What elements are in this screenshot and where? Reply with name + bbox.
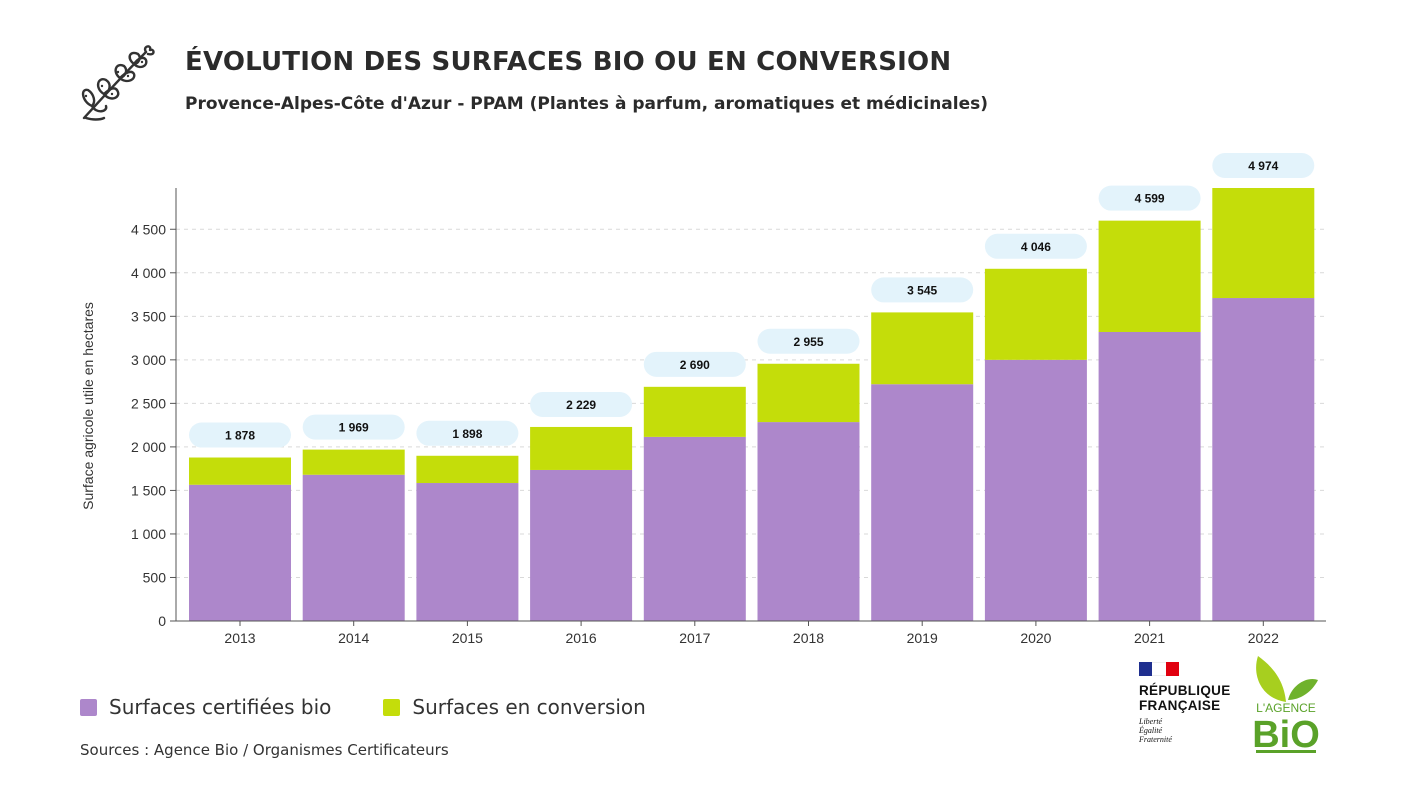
bar-certified: [757, 422, 860, 621]
bar-conversion: [871, 312, 974, 385]
bar-certified: [1212, 298, 1315, 621]
bar-conversion: [643, 386, 746, 437]
bar-certified: [530, 469, 633, 621]
x-tick-label: 2016: [566, 630, 597, 646]
legend-swatch-certified: [80, 698, 97, 716]
leaf-right-icon: [1288, 678, 1318, 700]
bar-conversion: [757, 363, 860, 423]
total-label: 2 955: [793, 335, 823, 349]
legend: Surfaces certifiées bio Surfaces en conv…: [80, 695, 698, 719]
legend-label-certified: Surfaces certifiées bio: [109, 695, 332, 719]
republique-francaise-logo: RÉPUBLIQUE FRANÇAISE Liberté Égalité Fra…: [1139, 662, 1249, 752]
bar-certified: [416, 483, 519, 621]
total-label: 1 969: [339, 421, 369, 435]
x-tick-label: 2018: [793, 630, 824, 646]
y-tick-label: 2 500: [131, 395, 166, 411]
bar-conversion: [416, 455, 519, 484]
y-tick-label: 4 000: [131, 265, 166, 281]
agence-bio-line2: BiO: [1252, 714, 1320, 756]
y-tick-label: 2 000: [131, 439, 166, 455]
source-note: Sources : Agence Bio / Organismes Certif…: [80, 741, 449, 759]
total-label-pill: [530, 391, 633, 417]
y-tick-label: 3 500: [131, 308, 166, 324]
total-label: 2 690: [680, 358, 710, 372]
total-label-pill: [1098, 185, 1201, 211]
total-label-pill: [871, 277, 974, 303]
agence-bio-logo: L'AGENCE BiO: [1250, 652, 1322, 760]
legend-label-conversion: Surfaces en conversion: [412, 695, 646, 719]
x-tick-label: 2020: [1020, 630, 1051, 646]
legend-swatch-conversion: [383, 698, 401, 716]
bar-conversion: [302, 449, 405, 475]
bar-conversion: [1098, 220, 1201, 332]
legend-item-certified: Surfaces certifiées bio: [80, 695, 331, 719]
y-tick-label: 1 500: [131, 482, 166, 498]
bar-certified: [643, 436, 746, 621]
y-tick-label: 1 000: [131, 526, 166, 542]
total-label: 4 046: [1021, 240, 1051, 254]
bar-conversion: [1212, 188, 1315, 299]
x-tick-label: 2021: [1134, 630, 1165, 646]
bar-conversion: [530, 426, 633, 470]
total-label: 2 229: [566, 398, 596, 412]
total-label-pill: [302, 414, 405, 440]
y-tick-label: 4 500: [131, 221, 166, 237]
total-label: 3 545: [907, 283, 937, 297]
leaf-left-icon: [1256, 656, 1286, 702]
x-tick-label: 2014: [338, 630, 369, 646]
republique-name: RÉPUBLIQUE FRANÇAISE: [1139, 683, 1231, 713]
chart-subtitle: Provence-Alpes-Côte d'Azur - PPAM (Plant…: [185, 94, 989, 114]
legend-item-conversion: Surfaces en conversion: [383, 695, 646, 719]
x-tick-label: 2022: [1248, 630, 1279, 646]
bar-certified: [302, 474, 405, 621]
stacked-bar-chart: 0 500 1 000 1 500 2 000 2 500 3 000 3 500 4 000 4…: [80, 153, 1326, 646]
republique-motto: Liberté Égalité Fraternité: [1139, 717, 1172, 744]
y-tick-label: 500: [143, 569, 167, 585]
bar-conversion: [189, 457, 291, 485]
chart-title: ÉVOLUTION DES SURFACES BIO OU EN CONVERS…: [185, 47, 952, 77]
total-label-pill: [757, 328, 860, 354]
x-tick-label: 2017: [679, 630, 710, 646]
total-label-pill: [189, 422, 291, 448]
y-tick-label: 3 000: [131, 352, 166, 368]
herb-sprig-icon: [74, 44, 156, 128]
total-label-pill: [416, 420, 519, 446]
x-tick-label: 2015: [452, 630, 483, 646]
bar-certified: [1098, 331, 1201, 621]
x-tick-label: 2019: [907, 630, 938, 646]
total-label: 1 898: [452, 427, 482, 441]
bar-certified: [871, 384, 974, 621]
total-labels: 1 878 1 969 1 898 2 229 2 690 2 955 3 545 4 046…: [189, 153, 1315, 448]
total-label: 4 974: [1248, 159, 1278, 173]
total-label: 1 878: [225, 429, 255, 443]
bar-certified: [984, 359, 1087, 621]
bar-conversion: [984, 268, 1087, 360]
y-tick-label: 0: [158, 613, 166, 629]
x-tick-label: 2013: [224, 630, 255, 646]
bars: [189, 188, 1315, 621]
agence-bio-line1: L'AGENCE: [1256, 701, 1316, 715]
french-flag-icon: [1139, 662, 1179, 676]
total-label-pill: [1212, 153, 1315, 178]
total-label: 4 599: [1135, 192, 1165, 206]
total-label-pill: [643, 351, 746, 377]
bar-certified: [189, 484, 291, 621]
axes: 0 500 1 000 1 500 2 000 2 500 3 000 3 500 4 000 4…: [131, 188, 1326, 646]
total-label-pill: [984, 233, 1087, 259]
y-axis-title: Surface agricole utile en hectares: [80, 302, 96, 510]
